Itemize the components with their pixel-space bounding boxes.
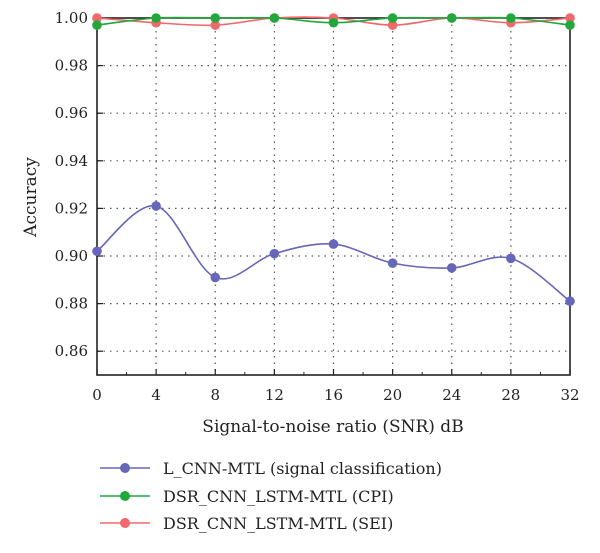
data-point [446, 13, 457, 23]
x-axis-label: Signal-to-noise ratio (SNR) dB [202, 417, 463, 437]
y-tick-label: 0.94 [55, 152, 88, 170]
series-points [92, 13, 575, 307]
x-tick-label: 28 [501, 386, 520, 404]
y-tick-label: 0.92 [55, 199, 88, 217]
legend-label: DSR_CNN_LSTM-MTL (SEI) [163, 514, 393, 533]
y-tick-label: 0.88 [55, 295, 88, 313]
data-point [387, 258, 398, 268]
legend-marker [120, 518, 130, 528]
data-point [387, 13, 398, 23]
y-tick-label: 0.86 [55, 342, 88, 360]
x-tick-label: 16 [324, 386, 343, 404]
legend-label: L_CNN-MTL (signal classification) [163, 459, 442, 478]
y-tick-label: 0.98 [55, 57, 88, 75]
x-tick-label: 0 [92, 386, 102, 404]
data-point [210, 13, 221, 23]
data-point [92, 20, 102, 30]
data-point [210, 20, 221, 30]
data-point [565, 296, 575, 307]
data-point [210, 272, 221, 283]
y-axis-label: Accuracy [21, 157, 41, 238]
data-point [92, 246, 102, 257]
data-point [151, 13, 161, 23]
y-tick-label: 1.00 [55, 9, 88, 27]
legend-marker [120, 463, 130, 473]
x-tick-label: 4 [151, 386, 161, 404]
data-point [387, 20, 398, 30]
x-tick-label: 12 [265, 386, 284, 404]
y-tick-label: 0.96 [55, 104, 88, 122]
plot-frame [96, 17, 571, 376]
data-point [328, 239, 339, 249]
data-point [269, 13, 280, 23]
data-point [92, 13, 102, 23]
x-tick-label: 8 [210, 386, 220, 404]
axis-ticks: 0 4 8 12 16 20 24 28 32 0.86 0.88 0.90 0.92 0.94 0.96 0… [55, 9, 580, 404]
data-point [151, 201, 161, 211]
data-point [506, 253, 516, 264]
x-tick-label: 24 [442, 386, 461, 404]
series-line [96, 205, 571, 302]
data-point [328, 17, 339, 28]
legend: L_CNN-MTL (signal classification) DSR_CNN… [100, 459, 442, 533]
legend-label: DSR_CNN_LSTM-MTL (CPI) [163, 487, 394, 506]
legend-marker [120, 491, 130, 501]
data-point [446, 263, 457, 273]
data-point [269, 248, 280, 259]
data-point [565, 13, 575, 23]
y-tick-label: 0.90 [55, 247, 88, 265]
grid-lines [97, 18, 570, 375]
data-point [506, 13, 516, 23]
data-point [565, 20, 575, 30]
x-tick-label: 32 [560, 386, 579, 404]
x-tick-label: 20 [383, 386, 402, 404]
